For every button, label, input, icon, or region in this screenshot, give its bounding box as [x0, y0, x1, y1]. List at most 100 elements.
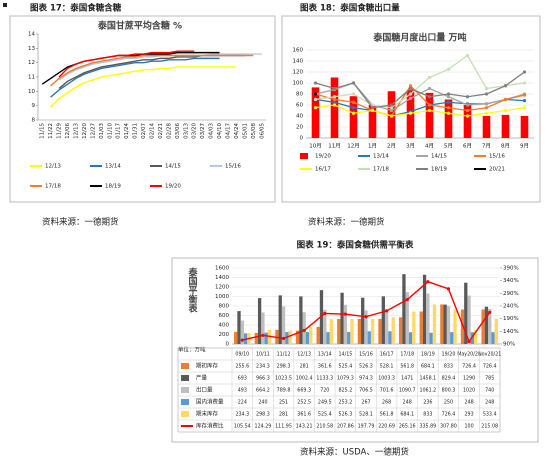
point	[351, 111, 356, 115]
bar	[311, 87, 320, 138]
bar	[488, 308, 492, 344]
table-cell: 234.3	[256, 364, 270, 370]
bar	[340, 292, 344, 344]
table-cell: 361.6	[318, 364, 332, 370]
column-header: 16/17	[380, 352, 394, 358]
bar	[432, 304, 437, 344]
point	[389, 106, 394, 110]
table-cell: 124.29	[255, 424, 272, 430]
point	[446, 111, 451, 115]
table-cell: 361.6	[297, 412, 311, 418]
legend-label: 14/15	[431, 154, 447, 160]
bar	[316, 326, 320, 344]
table-cell: 248	[464, 400, 473, 406]
table-cell: 525.4	[339, 364, 353, 370]
column-header: 14/15	[338, 352, 352, 358]
bar	[295, 330, 300, 344]
table-cell: 236	[423, 400, 432, 406]
x-tick-label: 04/10	[217, 123, 223, 139]
point	[313, 97, 318, 102]
legend-swatch	[181, 387, 189, 393]
point	[408, 92, 413, 96]
bar	[391, 317, 395, 344]
table-cell: 684.1	[400, 412, 414, 418]
legend-label: 17/18	[373, 167, 389, 173]
column-header: May20/21	[457, 352, 481, 358]
legend-label: 19/20	[315, 154, 331, 160]
caption: 图表 19：泰国食糖供需平衡表	[297, 240, 414, 251]
x-tick-label: 12月	[347, 143, 360, 150]
x-tick-label: 02/28	[166, 123, 172, 139]
y-tick-label: 14	[28, 32, 35, 38]
legend-label: 期末库存	[196, 410, 219, 418]
bar	[240, 320, 244, 344]
table-cell: 833	[423, 412, 432, 418]
table-cell: 1020	[463, 388, 475, 394]
bar	[281, 306, 286, 344]
bar	[429, 332, 433, 344]
bar	[444, 99, 453, 138]
bar	[361, 297, 365, 344]
legend-label: 13/14	[373, 154, 389, 160]
point	[364, 315, 368, 319]
x-tick-label: 9月	[520, 143, 529, 150]
point	[484, 102, 489, 106]
bar	[467, 295, 471, 344]
y-tick-label: 13	[28, 46, 35, 52]
y-tick-label: 1000	[215, 294, 229, 300]
point	[446, 92, 451, 96]
column-header: 12/13	[297, 352, 311, 358]
point	[465, 108, 470, 113]
point	[313, 92, 318, 96]
y-tick-label: 40	[296, 114, 303, 120]
table-cell: 281	[279, 412, 288, 418]
table-cell: 1061.2	[419, 388, 436, 394]
table-cell: 197.79	[358, 424, 375, 430]
legend-label: 13/14	[105, 164, 121, 170]
bar	[347, 331, 351, 344]
table-cell: 1471	[401, 376, 413, 382]
point	[370, 106, 375, 110]
table-cell: 525.4	[318, 412, 332, 418]
table-cell: 207.86	[337, 424, 354, 430]
caption: 图表 18：泰国食糖出口量	[300, 3, 400, 14]
point	[332, 103, 337, 107]
x-tick-label: 04/17	[226, 123, 232, 139]
table-cell: 966.3	[256, 376, 270, 382]
table-cell: 267	[361, 400, 370, 406]
bar	[440, 304, 444, 344]
figure-frame	[9, 15, 276, 203]
series-line	[315, 84, 525, 117]
bar	[326, 332, 330, 344]
table-cell: 493	[238, 388, 247, 394]
point	[484, 92, 489, 96]
chart-title: 泰国糖月度出口量 万吨	[372, 32, 466, 44]
x-tick-label: 04/24	[234, 123, 240, 139]
x-tick-label: 05/08	[251, 123, 257, 139]
y-tick-label: 1400	[215, 275, 229, 281]
bar	[460, 309, 465, 344]
point	[240, 338, 244, 342]
point	[427, 103, 432, 107]
x-tick-label: 01/24	[124, 123, 130, 139]
bar	[357, 319, 362, 344]
table-cell: 526.3	[339, 412, 353, 418]
table-cell: 528.1	[359, 412, 373, 418]
y-tick-label: 9	[32, 103, 36, 109]
table-cell: 250	[444, 400, 453, 406]
legend-label: 国内消费量	[196, 398, 224, 406]
table-cell: 298.3	[277, 364, 291, 370]
table-cell: 800.3	[442, 388, 456, 394]
column-header: 19/20	[442, 352, 456, 358]
table-cell: 1002.4	[296, 376, 313, 382]
x-tick-label: 4月	[425, 143, 434, 150]
x-tick-label: 01/17	[116, 123, 122, 139]
bar	[408, 332, 413, 344]
bar	[481, 309, 485, 344]
table-cell: 825.2	[339, 388, 353, 394]
bar	[305, 332, 310, 344]
bar	[367, 331, 371, 344]
point	[370, 108, 375, 113]
table-cell: 829.4	[442, 376, 456, 382]
table-cell: 533.4	[483, 412, 497, 418]
